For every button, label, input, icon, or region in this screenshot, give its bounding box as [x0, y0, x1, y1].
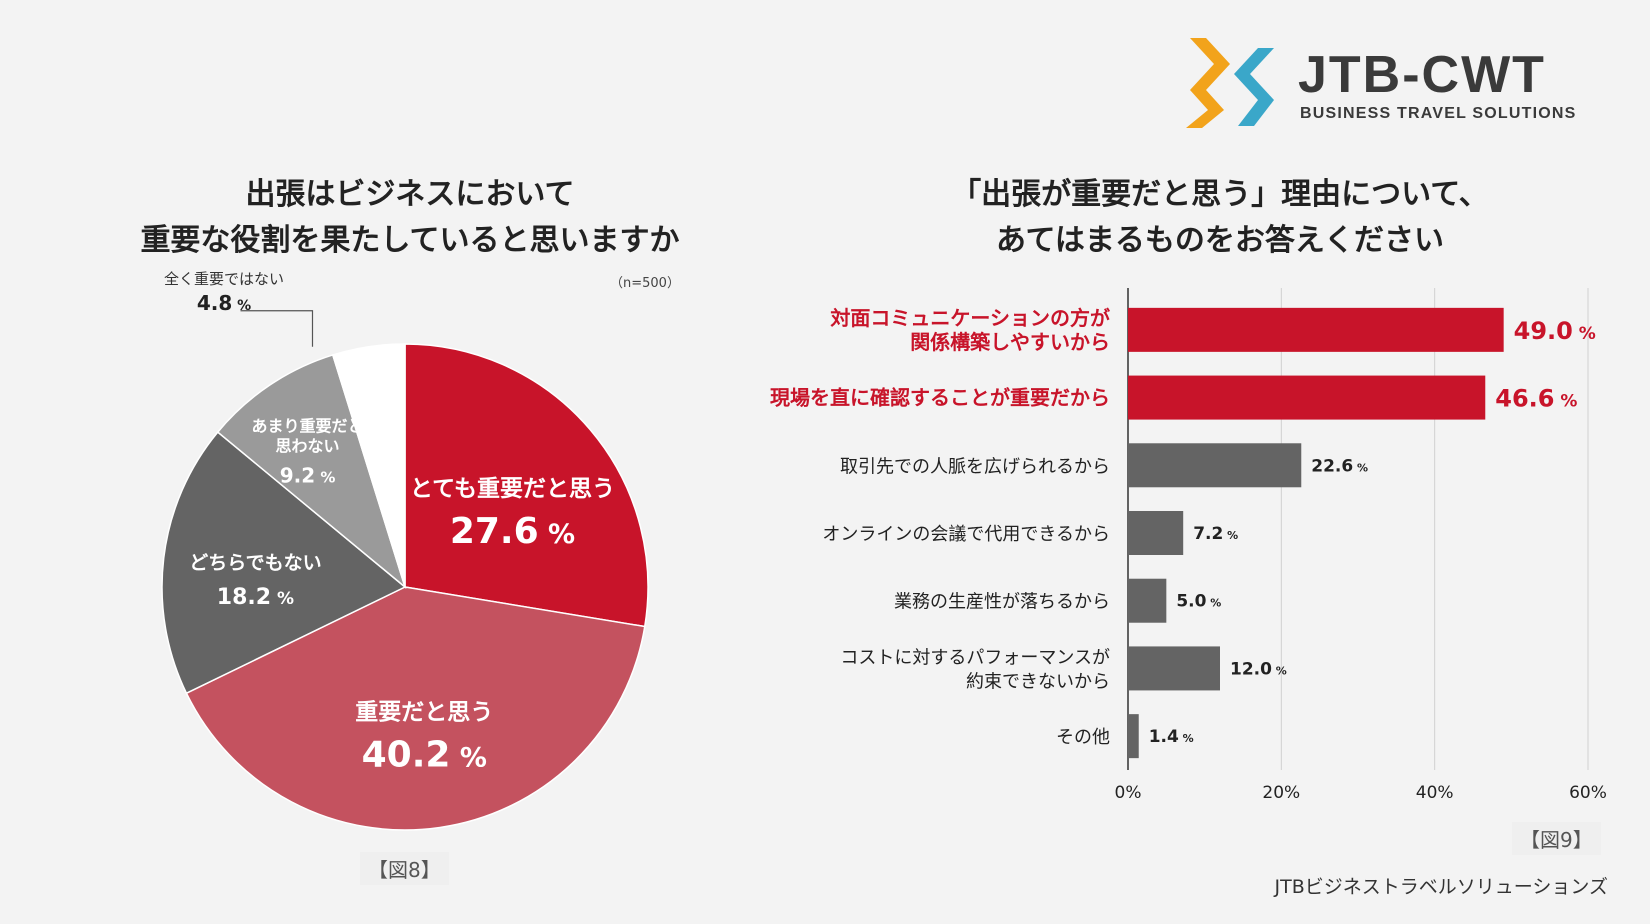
category-label-2: 取引先での人脈を広げられるから	[840, 456, 1110, 477]
bar-0	[1128, 307, 1504, 352]
logo-name: JTB-CWT	[1298, 46, 1546, 104]
logo-tagline: BUSINESS TRAVEL SOLUTIONS	[1300, 105, 1577, 122]
bar-5	[1128, 646, 1220, 691]
bar-2	[1128, 443, 1302, 488]
bar-title-line1: 「出張が重要だと思う」理由について、	[951, 177, 1489, 212]
category-label-1: 現場を直に確認することが重要だから	[770, 386, 1110, 410]
category-label-3: オンラインの会議で代用できるから	[822, 524, 1110, 545]
bar-value-5: 12.0 %	[1230, 659, 1287, 679]
x-tick-label-3: 60%	[1569, 783, 1607, 803]
bar-value-2: 22.6 %	[1311, 456, 1368, 476]
bar-4	[1128, 578, 1167, 623]
category-label-0-line0: 対面コミュニケーションの方が	[829, 306, 1110, 330]
bar-6	[1128, 714, 1139, 759]
pie-chart-title: 出張はビジネスにおいて 重要な役割を果たしていると思いますか	[60, 172, 760, 264]
bar-value-1: 46.6 %	[1495, 385, 1577, 413]
pie-title-line1: 出張はビジネスにおいて	[245, 177, 575, 212]
sample-size-label: （n=500）	[610, 276, 680, 291]
bar-title-line2: あてはまるものをお答えください	[996, 223, 1444, 258]
pie-slice-2	[161, 431, 407, 695]
bar-value-3: 7.2 %	[1193, 524, 1238, 544]
bar-3	[1128, 511, 1184, 555]
pie-slice-0	[404, 343, 649, 628]
pie-title-line2: 重要な役割を果たしていると思いますか	[140, 223, 680, 258]
figure-9-label: 【図9】	[1512, 822, 1601, 855]
pie-label-3-line1: 思わない	[276, 436, 340, 455]
logo-mark-icon	[1186, 38, 1274, 128]
category-label-5-line0: コストに対するパフォーマンスが	[840, 647, 1110, 668]
pie-slice-1	[185, 586, 646, 831]
pie-value-1: 40.2 %	[362, 734, 487, 775]
bar-value-0: 49.0 %	[1514, 317, 1596, 345]
footer-company-name: JTBビジネストラベルソリューションズ	[1274, 876, 1609, 898]
pie-slice-4	[331, 343, 406, 588]
pie-chart: とても重要だと思う 27.6 % 重要だと思う 40.2 % どちらでもない 18.2 %…	[161, 270, 649, 831]
pie-slice-3	[216, 354, 407, 590]
x-tick-label-2: 40%	[1416, 783, 1454, 803]
bar-value-4: 5.0 %	[1176, 592, 1221, 612]
pie-label-1: 重要だと思う	[355, 700, 493, 726]
pie-label-4: 全く重要ではない	[164, 270, 284, 288]
pie-value-2: 18.2 %	[217, 585, 294, 610]
bar-1	[1128, 375, 1486, 420]
bar-value-6: 1.4 %	[1149, 727, 1194, 747]
pie-callout-line	[240, 310, 314, 347]
bar-chart: 0% 20% 40% 60% 49.0 % 対面コミュニケーションの方が関係構築しやすいか…	[770, 288, 1607, 803]
category-label-0-line1: 関係構築しやすいから	[910, 330, 1110, 354]
category-label-4: 業務の生産性が落ちるから	[894, 592, 1110, 613]
x-tick-label-0: 0%	[1115, 783, 1142, 803]
pie-value-3: 9.2 %	[280, 463, 336, 487]
category-label-6: その他	[1056, 727, 1110, 748]
bar-chart-title: 「出張が重要だと思う」理由について、 あてはまるものをお答えください	[800, 172, 1640, 264]
jtb-cwt-logo: JTB-CWT BUSINESS TRAVEL SOLUTIONS	[1186, 38, 1577, 128]
figure-8-label: 【図8】	[360, 852, 449, 885]
pie-value-4: 4.8 %	[197, 291, 251, 315]
x-tick-label-1: 20%	[1262, 783, 1300, 803]
pie-label-3-line0: あまり重要だと	[252, 416, 364, 435]
category-label-5-line1: 約束できないから	[966, 671, 1110, 692]
pie-label-0: とても重要だと思う	[410, 476, 615, 502]
pie-label-2: どちらでもない	[189, 552, 321, 574]
pie-value-0: 27.6 %	[450, 511, 575, 552]
